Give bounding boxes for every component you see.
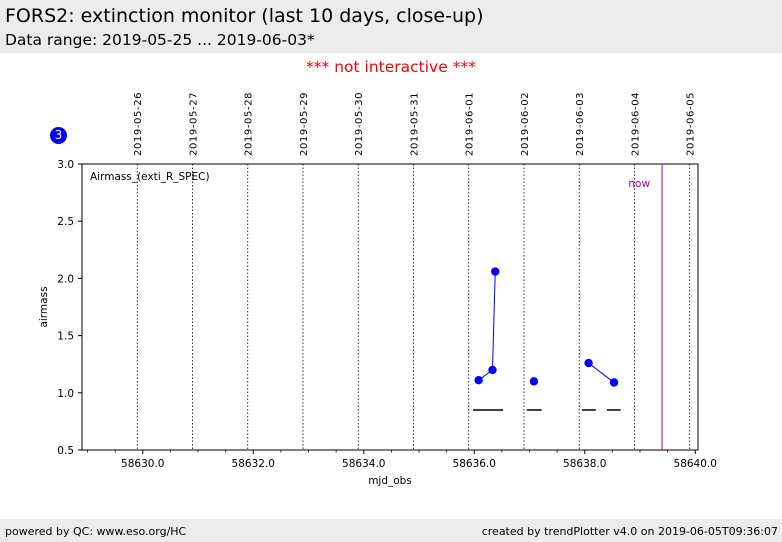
y-tick-label: 1.0 — [57, 388, 74, 400]
data-point — [488, 365, 497, 375]
x-tick-label: 58632.0 — [232, 458, 275, 470]
now-label: now — [628, 178, 650, 190]
chart-number-badge: 3 — [50, 127, 67, 144]
data-point — [529, 377, 539, 386]
footer-powered-by: powered by QC: www.eso.org/HC — [5, 525, 187, 538]
data-range-subtitle: Data range: 2019-05-25 ... 2019-06-03* — [5, 31, 315, 49]
date-label: 2019-06-02 — [520, 92, 531, 156]
y-tick-label: 0.5 — [57, 445, 74, 457]
y-tick-label: 2.0 — [57, 273, 74, 285]
page-title: FORS2: extinction monitor (last 10 days,… — [5, 5, 484, 27]
not-interactive-notice: *** not interactive *** — [306, 58, 476, 76]
date-label: 2019-06-01 — [465, 92, 476, 156]
data-point — [584, 358, 593, 368]
date-label: 2019-05-29 — [299, 92, 310, 156]
data-point — [474, 376, 483, 385]
x-tick-label: 58636.0 — [453, 458, 496, 470]
x-tick-label: 58634.0 — [342, 458, 385, 470]
y-tick-label: 1.5 — [57, 331, 74, 343]
data-point — [609, 378, 619, 387]
date-label: 2019-05-26 — [133, 92, 144, 156]
data-point — [491, 267, 500, 276]
date-label: 2019-06-04 — [630, 92, 641, 156]
series-line — [588, 362, 615, 383]
date-label: 2019-05-31 — [409, 92, 420, 156]
y-axis-label: airmass — [38, 286, 50, 327]
x-tick-label: 58640.0 — [674, 458, 717, 470]
date-label: 2019-06-03 — [575, 92, 586, 156]
footer-band — [0, 519, 782, 542]
y-tick-label: 2.5 — [57, 216, 74, 228]
y-tick-label: 3.0 — [57, 159, 74, 171]
panel-label: Airmass_(exti_R_SPEC) — [90, 171, 210, 183]
footer-created-by: created by trendPlotter v4.0 on 2019-06-… — [481, 525, 778, 538]
date-label: 2019-05-28 — [244, 92, 255, 156]
date-label: 2019-05-30 — [354, 92, 365, 156]
header-band — [0, 0, 782, 53]
date-label: 2019-06-05 — [686, 92, 697, 156]
x-tick-label: 58638.0 — [563, 458, 606, 470]
plot-frame — [81, 163, 699, 451]
x-axis-label: mjd_obs — [368, 475, 412, 487]
date-label: 2019-05-27 — [188, 92, 199, 156]
x-tick-label: 58630.0 — [121, 458, 164, 470]
